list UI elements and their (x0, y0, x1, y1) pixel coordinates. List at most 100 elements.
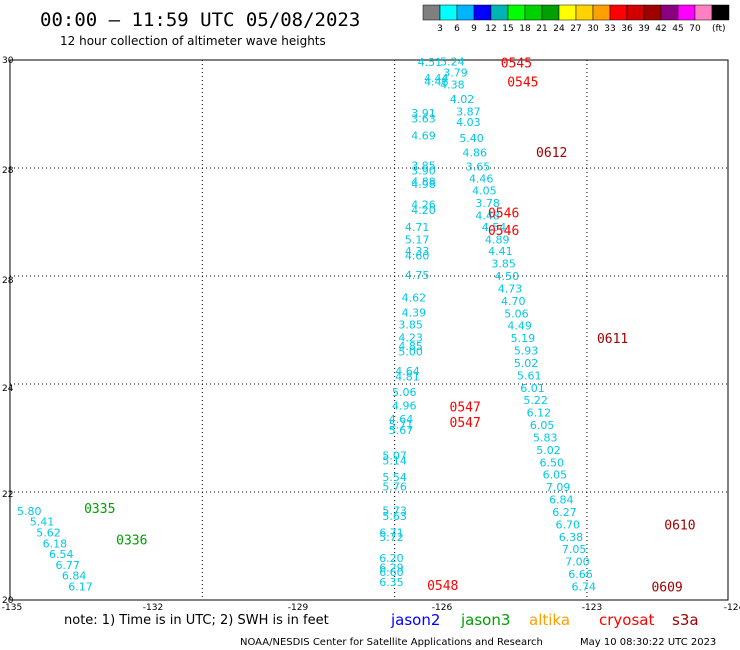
colorbar-label: 33 (604, 24, 615, 34)
swh-value: 6.35 (379, 576, 404, 589)
swh-value: 4.96 (392, 400, 417, 413)
colorbar-swatch (711, 4, 730, 21)
swh-value: 6.05 (530, 419, 555, 432)
swh-value: 4.88 (411, 176, 436, 189)
swh-value: 3.65 (466, 160, 491, 173)
colorbar-swatch (575, 4, 594, 21)
swh-value: 4.02 (450, 93, 475, 106)
colorbar-swatch (592, 4, 611, 21)
swh-value: 6.27 (552, 506, 577, 519)
colorbar-label: 21 (536, 24, 547, 34)
swh-value: 6.66 (568, 568, 593, 581)
swh-value: 4.46 (424, 76, 449, 89)
colorbar-swatch (473, 4, 492, 21)
swh-value: 4.39 (402, 307, 427, 320)
swh-value: 7.05 (562, 543, 587, 556)
swh-value: 4.70 (501, 295, 526, 308)
x-tick-label: -129 (288, 603, 309, 613)
swh-value: 4.86 (463, 146, 488, 159)
satellite-altika: altika (529, 611, 570, 629)
satellite-s3a: s3a (672, 611, 699, 629)
swh-value: 4.50 (495, 270, 520, 283)
satellite-jason3: jason3 (460, 611, 510, 629)
swh-value: 4.69 (411, 130, 436, 143)
swh-value: 6.12 (527, 407, 552, 420)
colorbar-swatch (422, 4, 441, 21)
colorbar-label: 70 (689, 24, 701, 34)
swh-value: 5.19 (511, 332, 536, 345)
colorbar-label: 27 (570, 24, 581, 34)
swh-value: 3.91 (411, 107, 436, 120)
swh-value: 6.18 (43, 537, 68, 550)
swh-value: 5.73 (382, 504, 407, 517)
swh-value: 5.24 (440, 56, 465, 69)
grid-lines (10, 60, 728, 600)
swh-value: 5.63 (382, 510, 407, 523)
colorbar-swatch (490, 4, 509, 21)
colorbar-label: 15 (502, 24, 513, 34)
swh-value: 5.07 (382, 449, 407, 462)
swh-value: 4.51 (418, 56, 443, 69)
swh-value: 4.64 (395, 365, 420, 378)
swh-value: 3.85 (491, 258, 516, 271)
footer-timestamp: May 10 08:30:22 UTC 2023 (580, 637, 716, 648)
swh-value: 4.03 (456, 116, 481, 129)
swh-value: 4.33 (405, 245, 430, 258)
plot-area (9, 59, 729, 601)
swh-value: 3.78 (475, 197, 500, 210)
swh-value: 6.70 (555, 518, 580, 531)
colorbar-label: 6 (454, 24, 460, 34)
swh-value: 5.02 (514, 357, 539, 370)
y-tick-label: 28 (2, 166, 14, 176)
x-tick-label: -132 (143, 603, 163, 613)
swh-value: 5.83 (533, 431, 558, 444)
swh-value: 4.75 (405, 269, 430, 282)
swh-value: 3.85 (398, 319, 423, 332)
colorbar-legend: 3 6 9 12 15 18 21 24 27 30 33 36 39 42 45 70 (422, 4, 730, 34)
swh-value: 5.06 (392, 386, 417, 399)
colorbar-swatch (541, 4, 560, 21)
swh-value: 4.98 (411, 178, 436, 191)
swh-value: 4.49 (507, 320, 532, 333)
swh-value: 5.41 (30, 516, 55, 529)
pass-time-label: 0547 (450, 401, 481, 416)
swh-value: 4.64 (389, 413, 414, 426)
x-tick-label: -126 (432, 603, 453, 613)
swh-value: 4.73 (498, 282, 523, 295)
x-axis-ticks: -135 -132 -129 -126 -123 -124 (2, 603, 740, 613)
swh-value: 6.74 (572, 581, 597, 594)
swh-value: 4.38 (440, 78, 465, 91)
pass-time-label: 0609 (651, 581, 682, 596)
swh-value: 6.05 (543, 469, 568, 482)
swh-value: 4.44 (424, 72, 449, 85)
swh-value: 5.14 (382, 455, 407, 468)
swh-value: 6.54 (49, 548, 74, 561)
swh-value: 5.02 (536, 444, 561, 457)
x-tick-label: -135 (2, 603, 22, 613)
pass-time-label: 0612 (536, 146, 567, 161)
chart-subtitle: 12 hour collection of altimeter wave hei… (60, 34, 326, 48)
colorbar-swatch (677, 4, 696, 21)
swh-value: 6.50 (539, 456, 564, 469)
swh-value: 5.93 (514, 345, 539, 358)
swh-value: 4.54 (482, 221, 507, 234)
swh-value: 3.63 (411, 112, 436, 125)
pass-time-label: 0546 (488, 206, 519, 221)
swh-value: 5.67 (389, 424, 414, 437)
colorbar-label: 3 (437, 24, 443, 34)
satellite-jason2: jason2 (390, 611, 440, 629)
swh-value: 7.00 (565, 556, 590, 569)
chart-title: 00:00 — 11:59 UTC 05/08/2023 (40, 9, 360, 31)
x-tick-label: -123 (582, 603, 602, 613)
colorbar-label: 9 (471, 24, 477, 34)
colorbar-swatch (439, 4, 458, 21)
colorbar-label: 24 (553, 24, 565, 34)
footer-credit: NOAA/NESDIS Center for Satellite Applica… (240, 637, 543, 648)
swh-values: 4.515.243.794.444.464.384.023.873.913.63… (17, 56, 596, 594)
swh-value: 4.05 (472, 185, 497, 198)
pass-time-label: 0545 (507, 76, 538, 91)
pass-time-label: 0335 (84, 502, 115, 517)
colorbar-label: 39 (638, 24, 650, 34)
